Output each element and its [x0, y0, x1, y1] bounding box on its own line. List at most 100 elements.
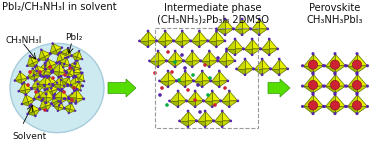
Polygon shape — [204, 91, 212, 101]
Polygon shape — [302, 74, 313, 86]
Polygon shape — [75, 77, 83, 86]
Circle shape — [83, 80, 85, 82]
Polygon shape — [158, 51, 167, 61]
Polygon shape — [335, 94, 345, 106]
Circle shape — [189, 40, 192, 42]
Text: Perovskite
CH₃NH₃PbI₃: Perovskite CH₃NH₃PbI₃ — [307, 3, 363, 25]
Circle shape — [278, 58, 280, 60]
Polygon shape — [51, 63, 57, 70]
Circle shape — [175, 80, 178, 82]
Polygon shape — [199, 31, 208, 41]
Polygon shape — [37, 89, 46, 96]
Polygon shape — [245, 59, 254, 69]
Circle shape — [311, 73, 314, 75]
Circle shape — [217, 59, 219, 62]
Polygon shape — [177, 71, 185, 81]
Polygon shape — [61, 80, 66, 86]
Circle shape — [72, 86, 76, 90]
Polygon shape — [56, 48, 62, 55]
Polygon shape — [46, 104, 52, 111]
Circle shape — [201, 85, 203, 88]
Circle shape — [65, 70, 68, 73]
Polygon shape — [71, 82, 79, 88]
Circle shape — [259, 48, 262, 50]
Polygon shape — [148, 31, 156, 41]
Polygon shape — [225, 29, 234, 35]
Circle shape — [38, 70, 42, 74]
Polygon shape — [39, 97, 46, 103]
Circle shape — [30, 87, 33, 89]
Polygon shape — [313, 86, 324, 93]
Polygon shape — [61, 48, 68, 54]
Polygon shape — [160, 71, 168, 81]
Circle shape — [170, 70, 174, 74]
Polygon shape — [74, 73, 82, 78]
Circle shape — [52, 71, 54, 73]
Polygon shape — [76, 57, 82, 61]
Polygon shape — [74, 76, 79, 82]
Polygon shape — [209, 51, 218, 61]
Circle shape — [355, 52, 359, 55]
Circle shape — [322, 105, 325, 108]
Circle shape — [215, 45, 218, 48]
Polygon shape — [28, 69, 34, 77]
Circle shape — [66, 57, 68, 59]
Circle shape — [208, 50, 211, 52]
Circle shape — [64, 98, 66, 100]
Polygon shape — [254, 69, 262, 75]
Polygon shape — [357, 54, 367, 66]
Polygon shape — [204, 101, 212, 107]
Circle shape — [60, 79, 62, 81]
Polygon shape — [28, 100, 34, 106]
Circle shape — [45, 93, 48, 96]
Polygon shape — [229, 91, 238, 101]
Polygon shape — [49, 76, 57, 84]
Circle shape — [183, 66, 187, 70]
Polygon shape — [357, 74, 367, 86]
Circle shape — [165, 103, 169, 107]
Polygon shape — [217, 29, 225, 35]
Polygon shape — [175, 61, 184, 67]
Circle shape — [192, 80, 195, 82]
Polygon shape — [66, 48, 71, 56]
Circle shape — [301, 85, 304, 88]
Polygon shape — [39, 57, 46, 61]
Circle shape — [57, 53, 59, 56]
Polygon shape — [325, 66, 335, 73]
Circle shape — [37, 58, 40, 61]
Circle shape — [211, 90, 214, 92]
Polygon shape — [67, 72, 74, 77]
Polygon shape — [195, 101, 204, 107]
Circle shape — [228, 105, 231, 108]
Polygon shape — [41, 50, 51, 57]
Circle shape — [167, 85, 169, 88]
Circle shape — [242, 48, 245, 50]
Circle shape — [333, 52, 336, 55]
Polygon shape — [71, 93, 76, 101]
Circle shape — [172, 40, 175, 42]
Circle shape — [158, 80, 161, 82]
Polygon shape — [252, 49, 261, 55]
Circle shape — [180, 53, 184, 57]
Circle shape — [28, 105, 31, 107]
Circle shape — [345, 105, 348, 108]
Circle shape — [46, 87, 49, 90]
Circle shape — [71, 55, 73, 57]
Circle shape — [21, 83, 23, 85]
Polygon shape — [61, 89, 69, 99]
Circle shape — [184, 85, 186, 88]
Polygon shape — [38, 86, 44, 91]
Polygon shape — [217, 19, 225, 29]
Circle shape — [62, 98, 65, 100]
Circle shape — [68, 102, 71, 104]
Polygon shape — [167, 51, 175, 61]
Circle shape — [73, 75, 76, 77]
Polygon shape — [61, 77, 69, 83]
Circle shape — [33, 98, 35, 100]
Circle shape — [232, 28, 235, 30]
Circle shape — [198, 45, 201, 48]
Polygon shape — [201, 61, 209, 67]
Circle shape — [261, 73, 263, 76]
Circle shape — [46, 76, 49, 79]
Polygon shape — [335, 86, 345, 93]
